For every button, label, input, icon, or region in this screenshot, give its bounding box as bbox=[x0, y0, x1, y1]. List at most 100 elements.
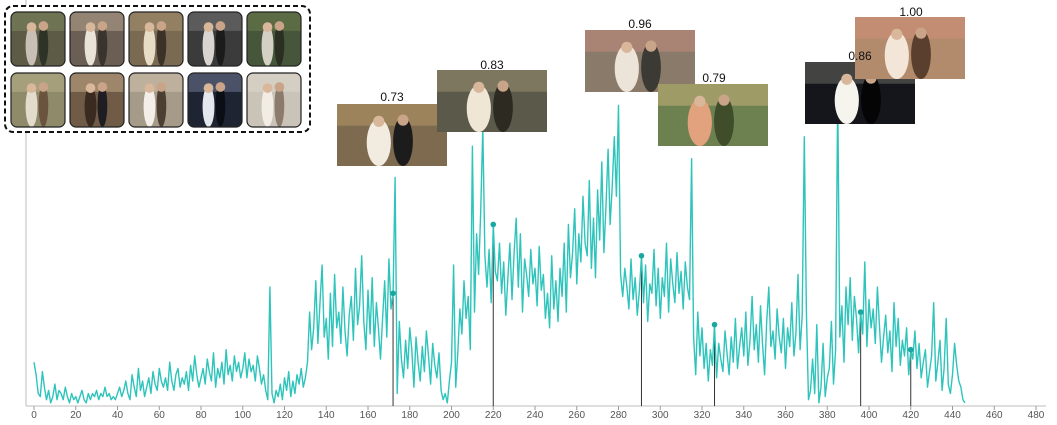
thumb-soft-kiss-photo-head-1 bbox=[263, 83, 273, 93]
thumb-night-sparkle bbox=[188, 73, 242, 127]
thumb-hug-couple-photo bbox=[129, 12, 183, 66]
thumb-gown-dance-photo-backdrop bbox=[129, 73, 183, 92]
peak-image-vows-head-1 bbox=[373, 116, 384, 127]
thumb-greenery-couple-photo-head-1 bbox=[263, 22, 273, 32]
thumb-suit-couple-photo-backdrop bbox=[70, 73, 124, 92]
thumb-greenery-couple-photo-backdrop bbox=[247, 12, 301, 31]
thumb-bouquet-couple-photo bbox=[11, 12, 65, 66]
thumb-greenery-couple-photo bbox=[247, 12, 301, 66]
thumb-confetti-walk-photo-head-2 bbox=[98, 21, 108, 31]
thumb-night-sparkle-photo bbox=[188, 73, 242, 127]
peak-image-bride-smile-backdrop bbox=[437, 70, 547, 92]
thumb-hug-couple bbox=[129, 12, 183, 66]
thumb-dark-kiss-photo-head-2 bbox=[216, 21, 226, 31]
thumb-night-sparkle-photo-head-1 bbox=[204, 83, 214, 93]
thumb-dark-kiss-photo bbox=[188, 12, 242, 66]
thumb-soft-kiss-photo bbox=[247, 73, 301, 127]
thumb-outdoor-couple-photo-backdrop bbox=[11, 73, 65, 92]
thumb-suit-couple-photo-head-1 bbox=[86, 83, 96, 93]
peak-image-ceremony-arch-head-1 bbox=[891, 29, 902, 40]
peak-value-label: 0.83 bbox=[480, 58, 504, 72]
thumb-dark-kiss-photo-head-1 bbox=[204, 22, 214, 32]
thumb-hug-couple-photo-backdrop bbox=[129, 12, 183, 31]
thumb-confetti-walk-photo-backdrop bbox=[70, 12, 124, 31]
peak-marker bbox=[390, 291, 396, 297]
x-tick-label: 220 bbox=[485, 410, 502, 421]
x-tick-label: 380 bbox=[819, 410, 836, 421]
thumb-dark-kiss-photo-backdrop bbox=[188, 12, 242, 31]
peak-image-ceremony-arch bbox=[855, 17, 965, 79]
peak-image-bridesmaids bbox=[658, 84, 768, 146]
peak-image-aisle-backdrop bbox=[585, 30, 695, 52]
thumb-bouquet-couple-photo-head-2 bbox=[39, 21, 49, 31]
thumb-bouquet-couple bbox=[11, 12, 65, 66]
x-tick-label: 100 bbox=[234, 410, 251, 421]
x-tick-label: 460 bbox=[986, 410, 1003, 421]
thumb-soft-kiss-photo-head-2 bbox=[275, 82, 285, 92]
peak-image-sparkler-kiss-head-1 bbox=[841, 74, 852, 85]
thumb-hug-couple-photo-head-2 bbox=[157, 21, 167, 31]
thumb-night-sparkle-photo-head-2 bbox=[216, 82, 226, 92]
thumb-confetti-walk-photo bbox=[70, 12, 124, 66]
thumb-greenery-couple bbox=[247, 12, 301, 66]
peak-image-ceremony-arch-backdrop bbox=[855, 17, 965, 39]
x-tick-label: 420 bbox=[902, 410, 919, 421]
x-tick-label: 140 bbox=[318, 410, 335, 421]
peak-image-aisle-head-2 bbox=[645, 41, 656, 52]
x-tick-label: 280 bbox=[610, 410, 627, 421]
x-tick-label: 320 bbox=[694, 410, 711, 421]
thumb-night-sparkle-photo-backdrop bbox=[188, 73, 242, 92]
peak-value-label: 0.79 bbox=[702, 71, 726, 85]
thumb-suit-couple bbox=[70, 73, 124, 127]
thumb-bouquet-couple-photo-head-1 bbox=[27, 22, 37, 32]
peak-image-bride-smile bbox=[437, 70, 547, 132]
peak-value-label: 0.96 bbox=[628, 17, 652, 31]
peak-image-bride-smile-head-1 bbox=[473, 82, 484, 93]
thumb-greenery-couple-photo-head-2 bbox=[275, 21, 285, 31]
thumb-outdoor-couple-photo-head-1 bbox=[27, 83, 37, 93]
x-tick-label: 40 bbox=[112, 410, 124, 421]
x-tick-label: 440 bbox=[944, 410, 961, 421]
thumbnail-gallery bbox=[5, 6, 310, 132]
peak-image-bridesmaids-head-1 bbox=[694, 96, 705, 107]
thumb-suit-couple-photo bbox=[70, 73, 124, 127]
peak-marker bbox=[490, 222, 496, 228]
thumb-gown-dance-photo-head-2 bbox=[157, 82, 167, 92]
thumb-confetti-walk bbox=[70, 12, 124, 66]
peak-image-bride-smile-head-2 bbox=[497, 81, 508, 92]
thumb-gown-dance bbox=[129, 73, 183, 127]
thumb-outdoor-couple-photo bbox=[11, 73, 65, 127]
peak-value-label: 0.86 bbox=[848, 49, 872, 63]
thumb-suit-couple-photo-head-2 bbox=[98, 82, 108, 92]
thumb-soft-kiss-photo-backdrop bbox=[247, 73, 301, 92]
thumb-outdoor-couple-photo-head-2 bbox=[39, 82, 49, 92]
thumb-bouquet-couple-photo-backdrop bbox=[11, 12, 65, 31]
x-tick-label: 360 bbox=[777, 410, 794, 421]
peak-marker bbox=[858, 309, 864, 315]
x-tick-label: 180 bbox=[401, 410, 418, 421]
x-tick-label: 340 bbox=[735, 410, 752, 421]
x-tick-label: 60 bbox=[154, 410, 166, 421]
peak-image-vows bbox=[337, 104, 447, 166]
peak-image-bridesmaids-backdrop bbox=[658, 84, 768, 106]
peak-marker bbox=[908, 347, 914, 353]
x-tick-label: 400 bbox=[861, 410, 878, 421]
x-tick-label: 260 bbox=[568, 410, 585, 421]
x-tick-label: 300 bbox=[652, 410, 669, 421]
x-tick-label: 80 bbox=[195, 410, 207, 421]
peak-image-vows-head-2 bbox=[397, 115, 408, 126]
thumb-dark-kiss bbox=[188, 12, 242, 66]
peak-image-aisle-head-1 bbox=[621, 42, 632, 53]
x-tick-label: 160 bbox=[360, 410, 377, 421]
x-tick-label: 480 bbox=[1028, 410, 1045, 421]
thumb-hug-couple-photo-head-1 bbox=[145, 22, 155, 32]
peak-image-vows-backdrop bbox=[337, 104, 447, 126]
thumb-outdoor-couple bbox=[11, 73, 65, 127]
thumb-gown-dance-photo bbox=[129, 73, 183, 127]
x-tick-label: 120 bbox=[276, 410, 293, 421]
peak-value-label: 1.00 bbox=[899, 5, 923, 19]
thumb-confetti-walk-photo-head-1 bbox=[86, 22, 96, 32]
x-tick-label: 200 bbox=[443, 410, 460, 421]
x-tick-label: 240 bbox=[527, 410, 544, 421]
